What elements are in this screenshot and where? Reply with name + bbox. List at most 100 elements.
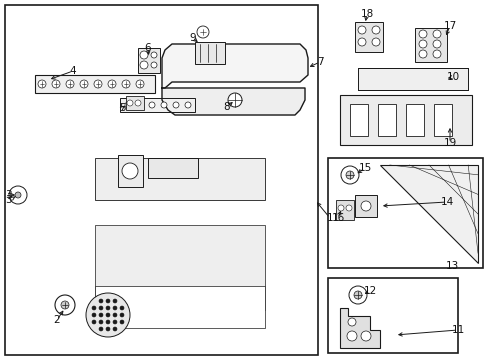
Circle shape — [371, 38, 379, 46]
Circle shape — [15, 192, 21, 198]
Text: 4: 4 — [70, 66, 76, 76]
Circle shape — [357, 38, 365, 46]
Text: 5: 5 — [119, 103, 125, 113]
Bar — [327, 278, 457, 353]
Circle shape — [92, 306, 96, 310]
Circle shape — [106, 313, 110, 317]
Circle shape — [52, 80, 60, 88]
Bar — [5, 5, 317, 355]
Circle shape — [92, 320, 96, 324]
Circle shape — [140, 51, 148, 59]
Circle shape — [38, 80, 46, 88]
Text: 13: 13 — [445, 261, 458, 271]
Text: 18: 18 — [360, 9, 373, 19]
Circle shape — [432, 30, 440, 38]
Circle shape — [106, 299, 110, 303]
Circle shape — [86, 293, 130, 337]
Circle shape — [113, 327, 117, 331]
Circle shape — [357, 26, 365, 34]
Bar — [433, 104, 451, 136]
Bar — [335, 200, 353, 220]
Text: 2: 2 — [54, 315, 60, 325]
Text: 11: 11 — [450, 325, 464, 335]
Circle shape — [99, 327, 103, 331]
Circle shape — [99, 306, 103, 310]
Bar — [88, 218, 272, 318]
Circle shape — [9, 186, 27, 204]
Text: 12: 12 — [363, 286, 376, 296]
Circle shape — [140, 61, 148, 69]
Text: 9: 9 — [189, 33, 196, 43]
Circle shape — [418, 50, 426, 58]
Text: 16: 16 — [331, 213, 344, 223]
Circle shape — [432, 40, 440, 48]
Circle shape — [161, 102, 167, 108]
Circle shape — [360, 331, 370, 341]
Circle shape — [66, 80, 74, 88]
Circle shape — [197, 26, 208, 38]
Bar — [85, 148, 274, 210]
Polygon shape — [162, 88, 305, 115]
Circle shape — [106, 306, 110, 310]
Circle shape — [371, 26, 379, 34]
Circle shape — [92, 313, 96, 317]
Polygon shape — [339, 308, 379, 348]
Bar — [88, 280, 272, 335]
Text: 19: 19 — [443, 138, 456, 148]
Circle shape — [113, 313, 117, 317]
Circle shape — [149, 102, 155, 108]
Circle shape — [337, 205, 343, 211]
Circle shape — [113, 320, 117, 324]
Circle shape — [173, 102, 179, 108]
Bar — [35, 75, 155, 93]
Bar — [195, 42, 224, 64]
Circle shape — [125, 102, 131, 108]
Circle shape — [432, 50, 440, 58]
Circle shape — [151, 52, 157, 58]
Circle shape — [127, 100, 133, 106]
Circle shape — [120, 313, 124, 317]
Bar — [405, 104, 423, 136]
Bar — [414, 28, 446, 62]
Bar — [95, 158, 264, 200]
Circle shape — [80, 80, 88, 88]
Polygon shape — [379, 165, 477, 263]
Text: 10: 10 — [446, 72, 459, 82]
Circle shape — [113, 299, 117, 303]
Circle shape — [135, 100, 141, 106]
Bar — [148, 158, 198, 178]
Circle shape — [108, 80, 116, 88]
Circle shape — [346, 205, 351, 211]
Circle shape — [99, 299, 103, 303]
Text: 3: 3 — [5, 190, 11, 200]
Text: 14: 14 — [440, 197, 453, 207]
Text: 6: 6 — [144, 43, 151, 53]
Circle shape — [113, 306, 117, 310]
Bar — [354, 22, 382, 52]
Bar — [138, 48, 160, 73]
Bar — [126, 96, 143, 110]
Bar — [118, 155, 142, 187]
Bar — [120, 98, 195, 112]
Bar — [95, 225, 264, 310]
Text: 1: 1 — [326, 213, 333, 223]
Circle shape — [122, 80, 130, 88]
Circle shape — [346, 331, 356, 341]
Circle shape — [136, 80, 143, 88]
Text: 7: 7 — [316, 57, 323, 67]
Text: 15: 15 — [358, 163, 371, 173]
Circle shape — [348, 286, 366, 304]
Circle shape — [122, 163, 138, 179]
Bar — [95, 286, 264, 328]
Circle shape — [353, 291, 361, 299]
Bar — [339, 95, 471, 145]
Circle shape — [106, 327, 110, 331]
Circle shape — [360, 201, 370, 211]
Circle shape — [227, 93, 242, 107]
Text: 17: 17 — [443, 21, 456, 31]
Text: 8: 8 — [223, 102, 230, 112]
Bar — [357, 68, 467, 90]
Text: 3: 3 — [5, 195, 11, 205]
Polygon shape — [162, 44, 307, 88]
Circle shape — [61, 301, 69, 309]
